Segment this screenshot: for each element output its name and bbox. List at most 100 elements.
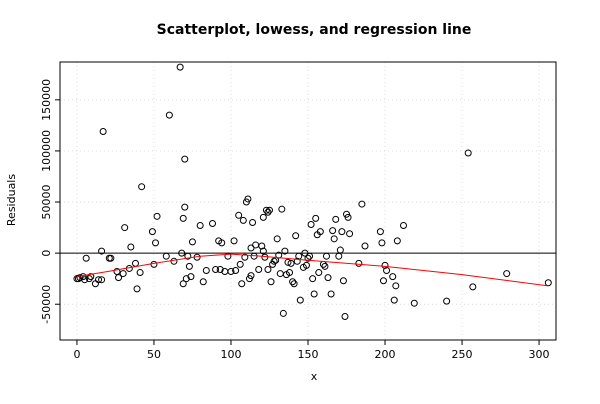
point [383, 267, 391, 274]
point [464, 149, 472, 157]
point [182, 275, 190, 283]
point [236, 260, 244, 268]
point [81, 276, 89, 284]
point [218, 239, 226, 247]
point [304, 254, 312, 262]
y-tick-label: 150000 [40, 79, 53, 121]
point [99, 128, 107, 135]
point [400, 222, 408, 230]
point [196, 222, 204, 230]
point [249, 218, 257, 226]
point [307, 221, 315, 229]
point [302, 261, 310, 269]
point [361, 242, 369, 250]
point [187, 273, 195, 281]
point [85, 275, 93, 283]
point [321, 262, 329, 270]
point [98, 247, 106, 255]
point [279, 309, 287, 317]
point [235, 211, 243, 219]
point [344, 213, 352, 221]
point [289, 278, 297, 286]
point [292, 232, 300, 240]
point [179, 214, 187, 222]
y-tick-label: 0 [40, 250, 53, 257]
point [273, 235, 281, 243]
point [390, 296, 398, 304]
point [138, 183, 146, 191]
point [329, 227, 337, 235]
point [310, 290, 318, 298]
point [296, 296, 304, 304]
point [255, 265, 263, 273]
y-tick-label: 100000 [40, 130, 53, 172]
point [264, 208, 272, 216]
point [76, 274, 84, 282]
point [212, 265, 220, 273]
point [188, 238, 196, 246]
point [389, 273, 397, 281]
point [346, 230, 354, 238]
y-tick-label: 50000 [40, 185, 53, 220]
point [330, 235, 338, 243]
y-tick-label: -50000 [40, 285, 53, 324]
point [287, 259, 295, 267]
point [503, 270, 511, 278]
point [392, 282, 400, 290]
point [286, 269, 294, 277]
point [199, 278, 207, 286]
point [355, 259, 363, 267]
x-tick-label: 100 [220, 348, 241, 361]
lowess-line [76, 253, 549, 287]
point [208, 219, 216, 227]
point [381, 261, 389, 269]
point [133, 285, 141, 293]
point [136, 269, 144, 277]
plot-frame [59, 61, 557, 341]
x-tick-label: 250 [452, 348, 473, 361]
point [410, 299, 418, 307]
point [443, 297, 451, 305]
x-tick-label: 300 [529, 348, 550, 361]
point [216, 265, 224, 273]
point [152, 239, 160, 247]
point [469, 283, 477, 291]
x-tick-label: 50 [147, 348, 161, 361]
point [339, 277, 347, 285]
point [202, 267, 210, 274]
point [379, 277, 387, 285]
chart-title: Scatterplot, lowess, and regression line [157, 22, 472, 38]
point [278, 205, 286, 213]
point [316, 228, 324, 236]
point [262, 206, 270, 214]
point [284, 258, 292, 266]
point [82, 254, 90, 262]
point [95, 276, 103, 284]
point [153, 212, 161, 220]
point [127, 243, 135, 251]
point [176, 63, 184, 71]
point [290, 280, 298, 288]
point [327, 290, 335, 298]
point [241, 253, 249, 261]
point [181, 203, 189, 211]
point [324, 274, 332, 282]
x-tick-label: 150 [298, 348, 319, 361]
point [259, 213, 267, 221]
point [332, 215, 340, 223]
point [312, 214, 320, 222]
point [232, 267, 240, 274]
point [309, 275, 317, 283]
point [148, 228, 156, 236]
point [98, 276, 106, 284]
point [115, 274, 123, 282]
point [265, 206, 273, 214]
point [179, 280, 187, 288]
point [338, 228, 346, 236]
point [107, 254, 115, 262]
point [315, 269, 323, 277]
point [87, 273, 95, 281]
point [185, 262, 193, 270]
